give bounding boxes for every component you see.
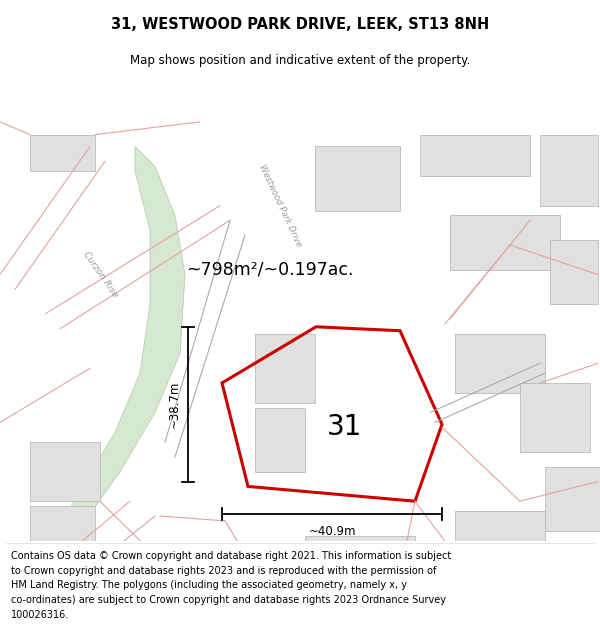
Polygon shape [550,240,598,304]
Text: 31: 31 [328,413,362,441]
Polygon shape [450,216,560,269]
Polygon shape [70,561,160,604]
Text: Map shows position and indicative extent of the property.: Map shows position and indicative extent… [130,54,470,68]
Polygon shape [520,383,590,452]
Polygon shape [305,536,415,590]
Polygon shape [315,146,400,211]
Text: ~40.9m: ~40.9m [308,525,356,538]
Text: Westwood Park Drive: Westwood Park Drive [257,163,303,248]
Polygon shape [455,334,545,393]
Polygon shape [420,134,530,176]
Polygon shape [255,334,315,402]
Text: Curzon Rise: Curzon Rise [81,250,119,299]
Text: to Crown copyright and database rights 2023 and is reproduced with the permissio: to Crown copyright and database rights 2… [11,566,436,576]
Polygon shape [455,511,545,580]
Polygon shape [30,442,100,501]
Text: ~38.7m: ~38.7m [167,381,181,428]
Polygon shape [540,134,598,206]
Polygon shape [30,506,95,561]
Text: co-ordinates) are subject to Crown copyright and database rights 2023 Ordnance S: co-ordinates) are subject to Crown copyr… [11,595,446,605]
Text: ~798m²/~0.197ac.: ~798m²/~0.197ac. [186,261,354,279]
Polygon shape [255,408,305,472]
Polygon shape [30,146,185,600]
Polygon shape [545,467,600,531]
Text: Contains OS data © Crown copyright and database right 2021. This information is : Contains OS data © Crown copyright and d… [11,551,451,561]
Text: HM Land Registry. The polygons (including the associated geometry, namely x, y: HM Land Registry. The polygons (includin… [11,580,407,590]
Text: 31, WESTWOOD PARK DRIVE, LEEK, ST13 8NH: 31, WESTWOOD PARK DRIVE, LEEK, ST13 8NH [111,17,489,32]
Polygon shape [30,134,95,171]
Text: 100026316.: 100026316. [11,610,69,620]
